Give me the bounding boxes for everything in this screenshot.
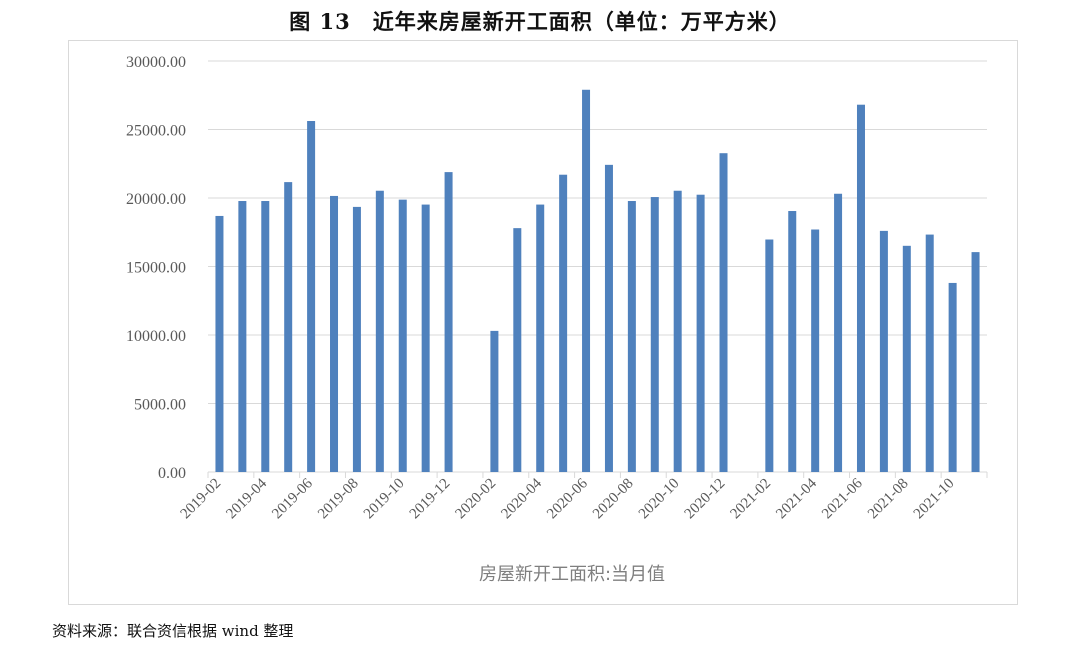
- bar-2020-09: [650, 197, 659, 472]
- bar-2019-05: [284, 182, 293, 472]
- x-tick-label: 2021-06: [819, 475, 866, 522]
- bar-2020-05: [559, 174, 568, 472]
- x-tick-label: 2019-04: [223, 475, 270, 522]
- bar-2020-11: [696, 194, 705, 472]
- bar-2019-02: [215, 215, 224, 472]
- bar-2021-02: [765, 239, 774, 472]
- bar-2020-10: [673, 190, 682, 472]
- bar-2019-12: [444, 172, 453, 472]
- bar-2021-07: [879, 230, 888, 472]
- bar-2019-03: [238, 201, 247, 472]
- bar-2021-10: [948, 282, 957, 472]
- bar-2021-11: [971, 252, 980, 472]
- bar-2019-09: [375, 190, 384, 472]
- x-tick-label: 2019-02: [178, 476, 225, 523]
- y-tick-label: 20000.00: [126, 191, 186, 208]
- x-tick-label: 2021-04: [773, 475, 820, 522]
- bar-2020-08: [627, 201, 636, 472]
- x-tick-label: 2020-10: [636, 476, 683, 523]
- x-tick-label: 2020-12: [682, 476, 729, 523]
- bar-2019-08: [352, 206, 361, 472]
- bar-2020-02: [490, 330, 499, 472]
- x-tick-label: 2019-10: [361, 476, 408, 523]
- y-tick-label: 15000.00: [126, 260, 186, 277]
- bar-2019-04: [261, 201, 270, 472]
- bar-2021-03: [788, 211, 797, 472]
- x-tick-label: 2020-08: [590, 476, 637, 523]
- bar-2021-09: [925, 234, 934, 472]
- x-tick-label: 2019-12: [407, 476, 454, 523]
- chart-frame: [68, 40, 1018, 605]
- bar-2019-07: [330, 195, 339, 472]
- y-tick-label: 30000.00: [126, 54, 186, 71]
- x-tick-label: 2021-08: [865, 476, 912, 523]
- bar-2020-06: [582, 89, 591, 473]
- bar-2021-06: [856, 104, 865, 472]
- y-tick-label: 25000.00: [126, 123, 186, 140]
- x-tick-label: 2021-02: [727, 476, 774, 523]
- x-tick-label: 2019-08: [315, 476, 362, 523]
- bar-2019-11: [421, 204, 430, 473]
- chart-title: 图 13 近年来房屋新开工面积（单位：万平方米）: [289, 9, 791, 34]
- bar-2019-10: [398, 199, 407, 473]
- legend-entry: 房屋新开工面积:当月值: [479, 564, 665, 585]
- bar-2021-08: [902, 245, 911, 472]
- x-tick-label: 2020-04: [498, 475, 545, 522]
- bar-2020-12: [719, 153, 728, 473]
- y-tick-label: 10000.00: [126, 328, 186, 345]
- bar-2020-04: [536, 204, 545, 473]
- x-tick-label: 2020-06: [544, 475, 591, 522]
- x-tick-label: 2020-02: [453, 476, 500, 523]
- x-tick-label: 2019-06: [269, 475, 316, 522]
- bar-2020-03: [513, 228, 522, 472]
- y-tick-label: 5000.00: [134, 397, 186, 414]
- source-note: 资料来源：联合资信根据 wind 整理: [52, 622, 294, 640]
- bar-2021-04: [811, 229, 820, 472]
- bar-2020-07: [604, 164, 613, 472]
- x-tick-label: 2021-10: [911, 476, 958, 523]
- bar-2021-05: [834, 193, 843, 473]
- y-tick-label: 0.00: [158, 465, 186, 482]
- bar-2019-06: [307, 121, 316, 473]
